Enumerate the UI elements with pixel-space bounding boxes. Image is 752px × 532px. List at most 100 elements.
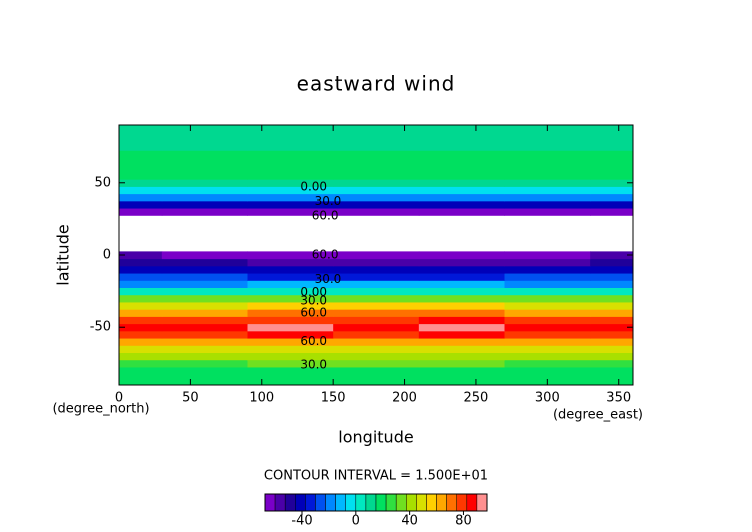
cell <box>590 125 634 130</box>
cell <box>590 135 634 144</box>
cell <box>333 366 420 375</box>
cell <box>161 359 248 368</box>
y-axis-unit: (degree_north) <box>52 402 149 417</box>
cell <box>504 374 591 382</box>
cell <box>247 359 334 368</box>
cell <box>247 150 334 158</box>
cell <box>333 251 420 260</box>
cell <box>590 171 634 180</box>
cell <box>119 208 163 216</box>
cell <box>161 171 248 180</box>
colorbar-box <box>315 493 326 512</box>
cell <box>161 164 248 173</box>
colorbar-box <box>325 493 336 512</box>
cell <box>119 251 163 260</box>
cell <box>119 164 163 173</box>
cell <box>504 186 591 195</box>
cell <box>590 294 634 303</box>
cell <box>418 345 505 353</box>
cell <box>418 208 505 216</box>
cell <box>119 294 163 303</box>
cell <box>504 352 591 361</box>
cell <box>333 359 420 368</box>
contour-label: 60.0 <box>312 209 339 223</box>
cell <box>590 352 634 361</box>
cell <box>119 143 163 151</box>
cell <box>333 171 420 180</box>
cell <box>504 323 591 332</box>
contour-label: 60.0 <box>300 334 327 348</box>
cell <box>119 366 163 375</box>
cell <box>161 193 248 202</box>
cell <box>247 338 334 346</box>
cell <box>504 193 591 202</box>
cell <box>119 287 163 296</box>
cell <box>161 186 248 195</box>
cell <box>247 352 334 361</box>
cell <box>247 208 334 216</box>
cell <box>333 150 420 158</box>
cell <box>119 150 163 158</box>
cell <box>504 316 591 325</box>
contour-label: 30.0 <box>300 357 327 371</box>
cell <box>418 352 505 361</box>
cell <box>247 294 334 303</box>
cell <box>247 125 334 130</box>
contour-interval: CONTOUR INTERVAL = 1.500E+01 <box>264 469 488 484</box>
cell <box>504 330 591 339</box>
contour-label: 30.0 <box>315 272 342 286</box>
cell <box>333 265 420 274</box>
cell <box>590 330 634 339</box>
x-axis-label: longitude <box>338 428 413 447</box>
cell <box>418 323 505 332</box>
colorbar-box <box>385 493 397 512</box>
cell <box>247 323 334 332</box>
cell <box>119 125 163 130</box>
x-tick-label: 0 <box>115 391 123 406</box>
cell <box>504 179 591 187</box>
cell <box>119 157 163 166</box>
colorbar-box <box>406 493 417 512</box>
cell <box>590 323 634 332</box>
cell <box>119 330 163 339</box>
cell <box>504 280 591 288</box>
cell <box>590 179 634 187</box>
cell <box>504 200 591 209</box>
cell <box>504 208 591 216</box>
cell <box>161 323 248 332</box>
cell <box>504 345 591 353</box>
cell <box>590 301 634 310</box>
cell <box>119 359 163 368</box>
cell <box>161 157 248 166</box>
x-axis-unit: (degree_east) <box>553 408 643 423</box>
cell <box>247 273 334 281</box>
cell <box>119 200 163 209</box>
cell <box>333 208 420 216</box>
chart-title: eastward wind <box>297 72 456 96</box>
cell <box>590 345 634 353</box>
cell <box>418 135 505 144</box>
colorbar-tick-label: 40 <box>401 514 418 529</box>
cell <box>333 186 420 195</box>
x-tick-label: 100 <box>249 391 274 406</box>
cell <box>590 359 634 368</box>
y-tick-label: 50 <box>94 175 111 190</box>
cell <box>504 157 591 166</box>
colorbar-box <box>426 493 437 512</box>
cell <box>161 352 248 361</box>
colorbar-box <box>365 493 377 512</box>
cell <box>333 323 420 332</box>
cell <box>161 251 248 260</box>
cell <box>333 157 420 166</box>
cell <box>418 338 505 346</box>
cell <box>161 143 248 151</box>
colorbar-box <box>436 493 447 512</box>
cell <box>119 128 163 137</box>
contour-label: 60.0 <box>312 248 339 262</box>
cell <box>333 352 420 361</box>
cell <box>119 135 163 144</box>
cell <box>418 186 505 195</box>
cell <box>247 171 334 180</box>
cell <box>161 345 248 353</box>
cell <box>590 287 634 296</box>
